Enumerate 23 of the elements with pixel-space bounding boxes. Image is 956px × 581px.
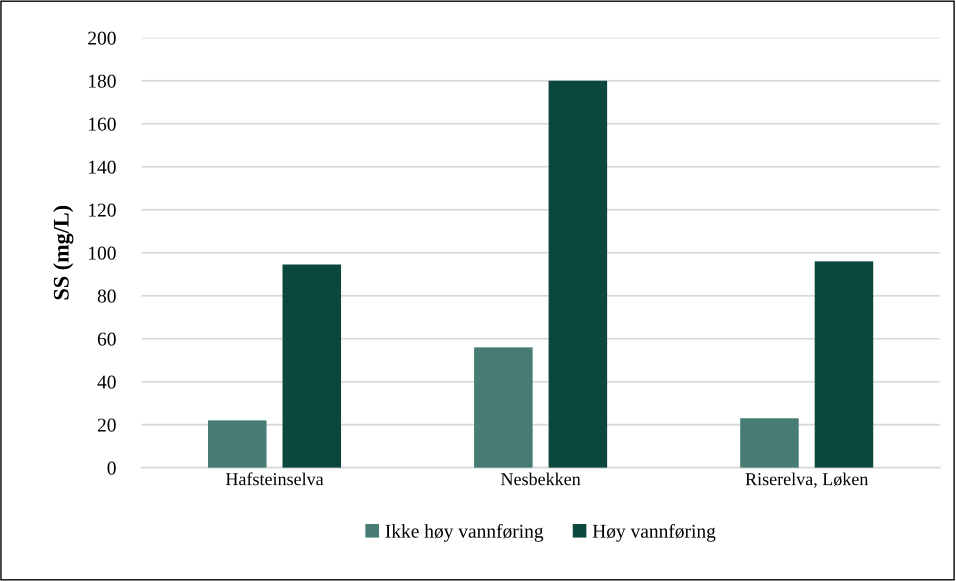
legend-label: Høy vannføring — [592, 524, 716, 542]
y-tick-label: 100 — [89, 246, 116, 260]
bar — [548, 80, 608, 468]
y-axis-title: SS (mg/L) — [53, 206, 74, 300]
y-tick-label: 40 — [97, 376, 116, 389]
legend-label: Ikke høy vannføring — [386, 524, 544, 542]
bar — [474, 347, 533, 468]
y-tick-label: 60 — [98, 332, 116, 346]
bar — [814, 261, 874, 468]
y-tick-label: 20 — [98, 418, 116, 432]
bar — [208, 420, 267, 468]
x-tick-label: Riserelva, Løken — [746, 472, 868, 488]
bar — [282, 264, 342, 468]
y-tick-label: 160 — [89, 118, 116, 131]
bar — [740, 418, 799, 468]
y-tick-label: 80 — [98, 290, 116, 303]
y-tick-label: 180 — [89, 74, 116, 88]
y-tick-label: 0 — [108, 462, 116, 475]
y-tick-label: 140 — [89, 160, 116, 174]
x-tick-label: Nesbekken — [501, 472, 580, 486]
y-tick-label: 200 — [88, 32, 116, 45]
y-tick-label: 120 — [89, 204, 116, 217]
x-tick-label: Hafsteinselva — [226, 472, 324, 486]
